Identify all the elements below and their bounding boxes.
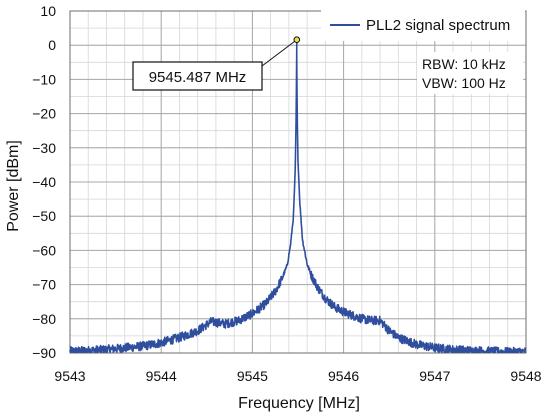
y-tick-label: −30 xyxy=(32,140,56,156)
x-tick-label: 9546 xyxy=(328,368,359,384)
y-tick-label: −50 xyxy=(32,208,56,224)
peak-callout: 9545.487 MHz xyxy=(132,36,301,91)
x-tick-label: 9547 xyxy=(419,368,450,384)
y-tick-label: 0 xyxy=(48,37,56,53)
series-line-pll2 xyxy=(69,38,527,354)
y-axis-ticks: 10 0 −10 −20 −30 −40 −50 −60 −70 −80 −90 xyxy=(32,3,56,361)
y-tick-label: −90 xyxy=(32,345,56,361)
x-tick-label: 9548 xyxy=(510,368,541,384)
settings-annotation: RBW: 10 kHz VBW: 100 Hz xyxy=(417,52,523,94)
y-axis-title: Power [dBm] xyxy=(5,140,22,232)
peak-marker xyxy=(293,36,301,44)
callout-label: 9545.487 MHz xyxy=(149,69,247,86)
x-axis-title: Frequency [MHz] xyxy=(238,395,360,412)
plot-area-border xyxy=(69,10,527,354)
rbw-label: RBW: 10 kHz xyxy=(422,56,506,72)
callout-box xyxy=(132,61,263,91)
callout-leader-line xyxy=(261,39,298,67)
y-tick-label: −20 xyxy=(32,106,56,122)
x-axis-ticks: 9543 9544 9545 9546 9547 9548 xyxy=(54,368,541,384)
settings-box xyxy=(417,52,523,94)
y-tick-label: −40 xyxy=(32,174,56,190)
y-tick-label: −60 xyxy=(32,242,56,258)
y-tick-label: −80 xyxy=(32,311,56,327)
x-tick-label: 9544 xyxy=(146,368,177,384)
y-tick-label: 10 xyxy=(40,3,56,19)
legend-label: PLL2 signal spectrum xyxy=(366,17,510,34)
x-tick-label: 9545 xyxy=(237,368,268,384)
y-tick-label: −10 xyxy=(32,71,56,87)
y-tick-label: −70 xyxy=(32,277,56,293)
x-tick-label: 9543 xyxy=(54,368,85,384)
vbw-label: VBW: 100 Hz xyxy=(422,75,506,91)
legend: PLL2 signal spectrum xyxy=(321,9,525,41)
